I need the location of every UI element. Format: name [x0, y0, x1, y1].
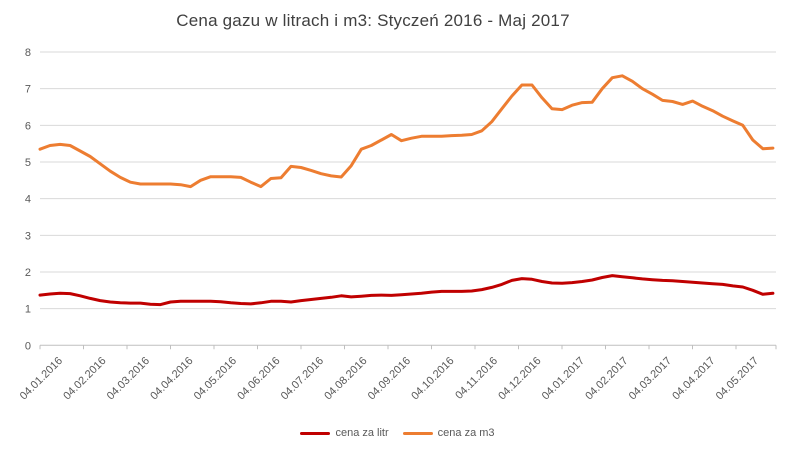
svg-text:04.05.2017: 04.05.2017	[714, 355, 761, 402]
svg-text:04.06.2016: 04.06.2016	[235, 355, 282, 402]
gridlines	[40, 51, 776, 310]
legend-swatch	[300, 431, 331, 435]
svg-text:04.01.2016: 04.01.2016	[18, 355, 65, 402]
legend-item-m3: cena za m3	[402, 427, 495, 439]
svg-text:04.02.2016: 04.02.2016	[61, 355, 108, 402]
legend-swatch	[402, 431, 433, 435]
svg-text:04.11.2016: 04.11.2016	[453, 355, 500, 402]
svg-text:04.03.2017: 04.03.2017	[627, 355, 674, 402]
chart-title: Cena gazu w litrach i m3: Styczeń 2016 -…	[176, 11, 570, 30]
legend-label: cena za m3	[437, 427, 495, 439]
legend-item-litr: cena za litr	[300, 427, 389, 439]
svg-text:04.04.2016: 04.04.2016	[148, 355, 195, 402]
svg-text:6: 6	[25, 120, 31, 132]
svg-text:3: 3	[25, 230, 31, 242]
svg-text:04.05.2016: 04.05.2016	[192, 355, 239, 402]
legend-label: cena za litr	[335, 427, 389, 439]
svg-text:1: 1	[25, 304, 31, 316]
x-axis-labels: 04.01.201604.02.201604.03.201604.04.2016…	[18, 355, 761, 402]
svg-text:04.07.2016: 04.07.2016	[279, 355, 326, 402]
legend: cena za litr cena za m3	[0, 427, 795, 439]
y-axis-labels: 0 1 2 3 4 5 6 7 8	[25, 47, 31, 352]
svg-text:04.03.2016: 04.03.2016	[105, 355, 152, 402]
svg-text:04.04.2017: 04.04.2017	[670, 355, 717, 402]
svg-text:04.12.2016: 04.12.2016	[496, 355, 543, 402]
svg-text:7: 7	[25, 84, 31, 96]
svg-text:5: 5	[25, 157, 31, 169]
svg-text:04.08.2016: 04.08.2016	[322, 355, 369, 402]
svg-text:04.02.2017: 04.02.2017	[583, 355, 630, 402]
svg-text:4: 4	[25, 194, 31, 206]
x-axis	[39, 344, 777, 350]
series-line-m3	[38, 74, 775, 189]
svg-text:04.01.2017: 04.01.2017	[540, 355, 587, 402]
svg-text:04.09.2016: 04.09.2016	[366, 355, 413, 402]
chart-canvas: 01234567804.01.201604.02.201604.03.20160…	[18, 47, 777, 402]
svg-text:0: 0	[25, 340, 31, 352]
series-line-litr	[38, 274, 775, 307]
svg-text:8: 8	[25, 47, 31, 59]
svg-text:2: 2	[25, 267, 31, 279]
svg-text:04.10.2016: 04.10.2016	[409, 355, 456, 402]
